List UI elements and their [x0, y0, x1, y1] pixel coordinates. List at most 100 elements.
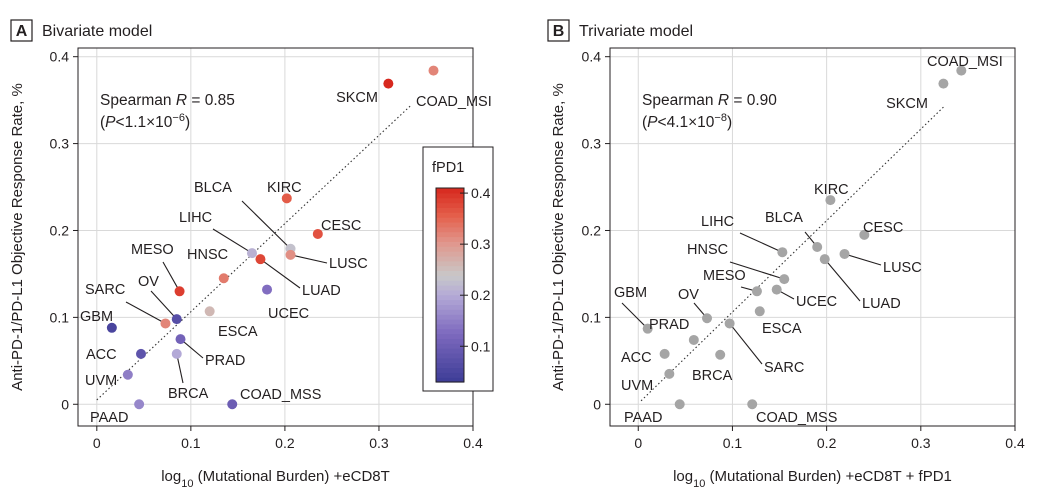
- y-tick-label: 0.3: [582, 136, 602, 152]
- label-lusc: LUSC: [883, 260, 922, 276]
- panel-letter: B: [553, 23, 565, 40]
- label-uvm: UVM: [85, 373, 117, 389]
- colorbar-segment: [436, 260, 464, 267]
- point-brca: [171, 348, 182, 359]
- colorbar-segment: [436, 348, 464, 354]
- y-tick-label: 0: [593, 396, 601, 412]
- point-gbm: [642, 323, 653, 334]
- colorbar-segment: [436, 197, 464, 204]
- label-blca: BLCA: [194, 180, 232, 196]
- point-uvm: [664, 368, 675, 379]
- point-hnsc: [779, 274, 790, 285]
- x-tick-label: 0: [93, 435, 101, 451]
- x-tick-label: 0.3: [369, 435, 389, 451]
- colorbar-segment: [436, 362, 464, 369]
- point-uvm: [122, 369, 133, 380]
- label-hnsc: HNSC: [187, 247, 228, 263]
- point-paad: [134, 399, 145, 410]
- point-coad_mss: [227, 399, 238, 410]
- colorbar-segment: [436, 265, 464, 272]
- label-kirc: KIRC: [267, 180, 302, 196]
- colorbar-segment: [436, 241, 464, 247]
- point-kirc: [281, 193, 292, 204]
- point-cesc: [312, 228, 323, 239]
- label-lihc: LIHC: [701, 214, 734, 230]
- x-tick-label: 0.2: [817, 435, 837, 451]
- leader-line-luad: [824, 258, 861, 302]
- colorbar-segment: [436, 338, 464, 344]
- label-acc: ACC: [621, 350, 652, 366]
- spearman-r: Spearman R = 0.90: [642, 92, 777, 109]
- colorbar-segment: [436, 275, 464, 281]
- label-cesc: CESC: [863, 220, 903, 236]
- x-tick-label: 0.3: [911, 435, 931, 451]
- panel-a: A Bivariate model 0 0.1 0.2 0.3 0.4 0 0.1 0.2 0.3 0…: [9, 19, 494, 490]
- label-luad: LUAD: [302, 283, 341, 299]
- label-blca: BLCA: [765, 210, 803, 226]
- x-tick-label: 0.4: [463, 435, 483, 451]
- label-esca: ESCA: [218, 324, 258, 340]
- label-ucec: UCEC: [796, 294, 837, 310]
- colorbar: fPD1 0.4 0.3 0.2 0.1: [422, 146, 494, 392]
- label-brca: BRCA: [168, 386, 209, 402]
- colorbar-segment: [436, 255, 464, 262]
- leader-line-hnsc: [729, 261, 785, 280]
- point-coad_msi: [956, 65, 967, 76]
- colorbar-segment: [436, 226, 464, 233]
- colorbar-segment: [436, 323, 464, 330]
- colorbar-segment: [436, 251, 464, 257]
- y-tick-label: 0.1: [50, 309, 70, 325]
- colorbar-segment: [436, 285, 464, 291]
- point-cesc: [859, 229, 870, 240]
- colorbar-segment: [436, 289, 464, 296]
- label-meso: MESO: [131, 242, 174, 258]
- x-axis-label: log10 (Mutational Burden) +eCD8T: [161, 468, 390, 490]
- label-coad_mss: COAD_MSS: [756, 410, 837, 426]
- colorbar-segment: [436, 304, 464, 310]
- point-hnsc: [218, 273, 229, 284]
- point-esca: [754, 306, 765, 317]
- plot-frame: [609, 47, 1016, 427]
- point-prad: [688, 334, 699, 345]
- point-lusc: [285, 249, 296, 260]
- point-coad_msi: [428, 65, 439, 76]
- point-ucec: [262, 284, 273, 295]
- point-acc: [136, 348, 147, 359]
- colorbar-segment: [436, 309, 464, 315]
- point-gbm: [106, 322, 117, 333]
- colorbar-segment: [436, 377, 464, 383]
- point-meso: [174, 286, 185, 297]
- y-tick-label: 0: [61, 396, 69, 412]
- label-coad_msi: COAD_MSI: [927, 54, 1003, 70]
- leader-line-luad: [260, 258, 301, 289]
- y-tick-label: 0.4: [50, 49, 70, 65]
- point-brca: [715, 349, 726, 360]
- label-gbm: GBM: [614, 285, 647, 301]
- p-value: (P<4.1×10−8): [642, 112, 732, 131]
- colorbar-segment: [436, 333, 464, 339]
- point-ov: [171, 314, 182, 325]
- point-esca: [204, 306, 215, 317]
- leader-line-lusc: [844, 253, 882, 266]
- colorbar-segment: [436, 270, 464, 276]
- colorbar-segment: [436, 202, 464, 208]
- y-tick-label: 0.2: [50, 222, 70, 238]
- point-paad: [674, 399, 685, 410]
- label-uvm: UVM: [621, 378, 653, 394]
- point-blca: [812, 241, 823, 252]
- colorbar-segment: [436, 372, 464, 378]
- label-acc: ACC: [86, 347, 117, 363]
- label-ov: OV: [678, 287, 699, 303]
- point-skcm: [383, 78, 394, 89]
- y-tick-label: 0.3: [50, 136, 70, 152]
- y-tick-label: 0.2: [582, 222, 602, 238]
- y-axis-label: Anti-PD-1/PD-L1 Objective Response Rate,…: [9, 83, 26, 391]
- colorbar-segment: [436, 299, 464, 305]
- y-tick-label: 0.4: [582, 49, 602, 65]
- label-cesc: CESC: [321, 218, 361, 234]
- colorbar-segment: [436, 343, 464, 349]
- colorbar-tick-label: 0.4: [471, 185, 491, 201]
- point-sarc: [160, 318, 171, 329]
- point-coad_mss: [747, 399, 758, 410]
- panel-title: Trivariate model: [579, 23, 693, 40]
